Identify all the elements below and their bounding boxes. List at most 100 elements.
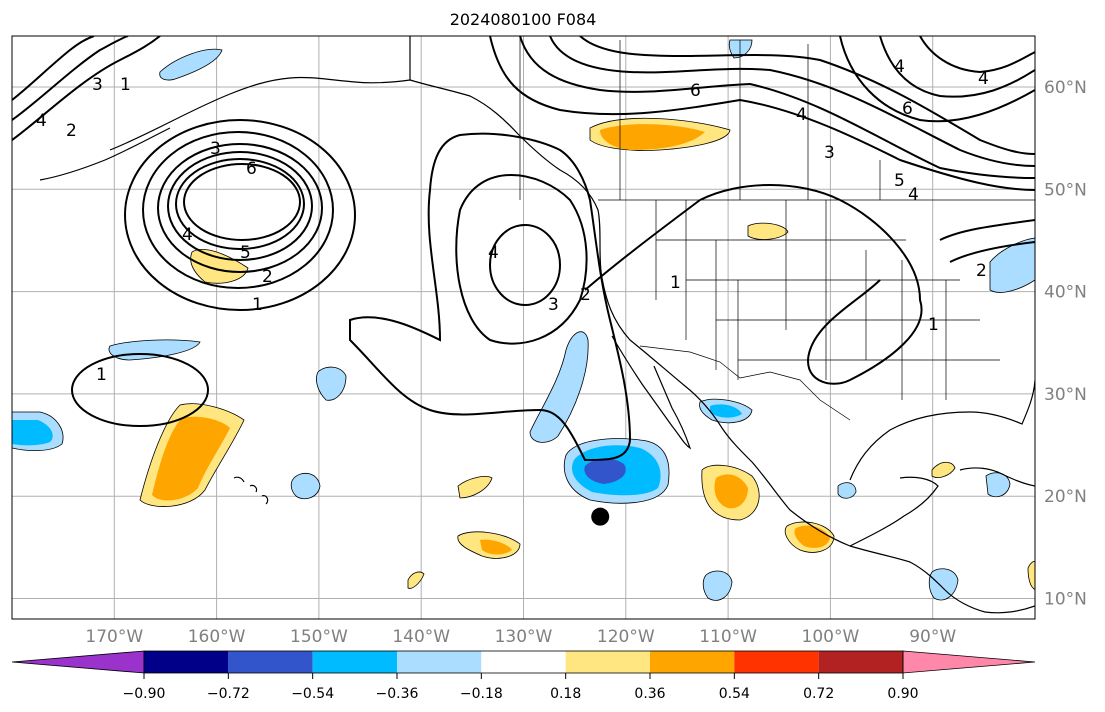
contour-label: 4 — [36, 111, 47, 131]
contour-label-group: 4 2 1 3 3 6 4 5 2 1 1 4 3 2 1 6 4 3 5 4 … — [36, 57, 989, 385]
longitude-label: 160°W — [188, 627, 246, 647]
nw-contour-2 — [12, 36, 129, 121]
colorbar-bin — [397, 651, 482, 673]
contour-label: 1 — [252, 295, 263, 315]
colorbar-tick-label: 0.54 — [719, 686, 750, 702]
colorbar: −0.90 −0.72 −0.54 −0.36 −0.18 0.18 0.36 0.54 0.7… — [11, 650, 1036, 702]
low-contour-3 — [157, 143, 323, 273]
cool-patch-central-america — [928, 568, 959, 601]
warm-patch-small-5 — [1027, 561, 1035, 590]
hawaii-islands — [233, 476, 269, 505]
contour-label: 1 — [120, 75, 131, 95]
colorbar-bin — [818, 651, 903, 673]
longitude-label: 150°W — [290, 627, 348, 647]
warm-core-baja-south — [714, 474, 748, 509]
cool-patch-north-hawaii — [290, 472, 321, 500]
longitude-labels: 170°W 160°W 150°W 140°W 130°W 120°W 110°W 100°W… — [85, 627, 956, 647]
pacific-small-1 — [71, 353, 209, 427]
gridlines — [12, 36, 1035, 619]
contour-label: 3 — [210, 139, 221, 159]
contour-label: 4 — [182, 225, 193, 245]
gulf-of-mexico-coast — [849, 379, 1035, 481]
contour-label: 4 — [908, 185, 919, 205]
colorbar-tick-label: 0.90 — [887, 686, 918, 702]
longitude-label: 170°W — [85, 627, 143, 647]
latitude-label: 40°N — [1044, 283, 1087, 303]
longitude-label: 110°W — [699, 627, 757, 647]
se-contour-2 — [949, 241, 1035, 263]
colorbar-bin — [312, 651, 397, 673]
longitude-label: 100°W — [802, 627, 860, 647]
colorbar-bin — [228, 651, 313, 673]
ne-contour-3 — [919, 36, 1035, 74]
yucatan — [849, 476, 939, 547]
contour-label: 5 — [240, 243, 251, 263]
contour-label: 4 — [978, 69, 989, 89]
latitude-label: 30°N — [1044, 385, 1087, 405]
cool-patch-central-pacific — [316, 366, 347, 401]
cool-patch-caribbean — [985, 472, 1011, 498]
contour-label: 2 — [976, 261, 987, 281]
shaded-fields — [12, 39, 1035, 601]
contour-label: 1 — [928, 315, 939, 335]
contour-label: 5 — [894, 171, 905, 191]
cool-core-west-edge — [12, 420, 53, 446]
cool-patch-south-mexico — [702, 570, 733, 601]
colorbar-tick-label: −0.36 — [376, 686, 419, 702]
map-frame — [11, 35, 1036, 620]
us-mexico-border — [639, 345, 851, 421]
low-contour-1 — [124, 119, 356, 311]
contour-lines — [12, 36, 1035, 462]
cool-patch-yukon — [728, 39, 753, 59]
coastal-contour-3 — [489, 224, 561, 306]
storm-center-marker — [591, 507, 610, 526]
colorbar-tick-label: −0.72 — [207, 686, 250, 702]
colorbar-tick-label: −0.90 — [123, 686, 166, 702]
colorbar-bin — [565, 651, 650, 673]
coastal-contour-1 — [349, 132, 632, 462]
colorbar-bin — [481, 651, 566, 673]
north-contour-1 — [489, 36, 1035, 191]
inland-contour-1 — [584, 184, 923, 385]
warm-patch-north-pacific — [190, 249, 249, 284]
north-contour-2 — [519, 36, 1035, 179]
coastal-contour-2 — [455, 174, 588, 345]
latitude-label: 10°N — [1044, 590, 1087, 610]
contour-label: 6 — [902, 99, 913, 119]
contour-label: 4 — [488, 243, 499, 263]
colorbar-bin — [734, 651, 819, 673]
warm-patch-small-4 — [407, 571, 425, 589]
colorbar-bin — [650, 651, 735, 673]
alaska-coast — [109, 76, 411, 151]
contour-label: 2 — [66, 121, 77, 141]
low-contour-5 — [175, 158, 305, 250]
colorbar-tick-label: −0.54 — [291, 686, 334, 702]
colorbar-min-extension — [11, 650, 145, 674]
colorbar-outline — [143, 650, 904, 674]
longitude-label: 90°W — [909, 627, 956, 647]
latitude-labels: 60°N 50°N 40°N 30°N 20°N 10°N — [1044, 78, 1087, 610]
low-contour-6 — [183, 163, 301, 241]
contour-label: 4 — [894, 57, 905, 77]
low-contour-2 — [142, 131, 334, 289]
contour-label: 1 — [670, 273, 681, 293]
colorbar-tick-label: 0.18 — [550, 686, 581, 702]
ne-contour-2 — [879, 36, 1035, 98]
contour-label: 1 — [96, 365, 107, 385]
ne-contour-1 — [839, 36, 1035, 123]
state-lines — [655, 200, 1000, 400]
warm-core-east-pacific — [480, 539, 512, 555]
cool-patch-off-california — [529, 331, 589, 443]
figure-title: 2024080100 F084 — [450, 10, 597, 29]
colorbar-tick-label: −0.18 — [460, 686, 503, 702]
colorbar-bin — [144, 651, 229, 673]
canada-provinces — [519, 36, 881, 200]
contour-label: 6 — [690, 81, 701, 101]
warm-core-gulf-of-alaska — [600, 124, 705, 150]
cool-center-east-pacific — [584, 458, 626, 484]
cuba — [959, 467, 1035, 487]
baja-california — [611, 335, 692, 450]
cool-patch-small-florida — [837, 482, 857, 499]
warm-patch-small-1 — [457, 476, 493, 499]
